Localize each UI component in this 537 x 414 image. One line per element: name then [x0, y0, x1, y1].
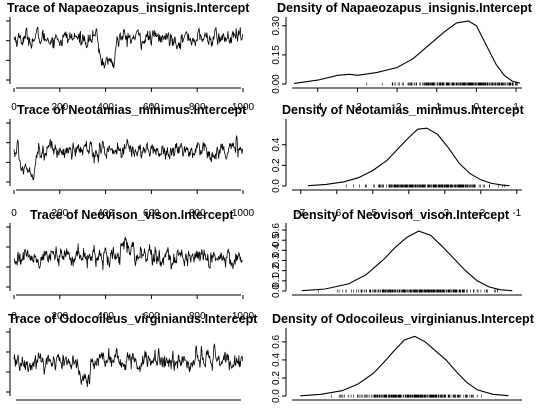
x-tick-label: 200 — [51, 208, 68, 219]
chart-panel: 0 200 400 600 800 1000 — [6, 223, 255, 322]
trace-series-line — [13, 26, 243, 69]
y-tick-label: 0.5 — [271, 233, 282, 247]
x-tick-label: 600 — [143, 311, 160, 322]
y-tick-label: 0.2 — [271, 158, 282, 172]
density-curve — [301, 230, 513, 292]
y-tick-label: 0.2 — [271, 263, 282, 277]
x-tick-label: 0 — [11, 208, 17, 219]
y-tick-label: 0.0 — [271, 389, 282, 403]
y-tick-label: 0.4 — [271, 243, 282, 257]
y-tick-label: 0.3 — [271, 253, 282, 267]
panel-title: Trace of Odocoileus_virginianus.Intercep… — [8, 312, 258, 326]
x-tick-label: -4 — [404, 208, 413, 219]
trace-series-line — [13, 343, 243, 388]
x-tick-label: -1 — [432, 102, 441, 113]
chart-panel: 0.0 0.2 0.4 0.6 — [271, 328, 522, 403]
y-tick-label: 0.0 — [271, 284, 282, 298]
x-tick-label: -3 — [440, 208, 449, 219]
panels-layer: 0 200 400 600 800 1000 -4 -3 -2 -1 0 10.000.150.300… — [6, 16, 522, 403]
y-tick-label: 0.30 — [271, 16, 282, 36]
trace-series-line — [13, 135, 243, 181]
chart-panel — [6, 328, 243, 401]
x-tick-label: 0 — [11, 311, 17, 322]
y-tick-label: 0.15 — [271, 45, 282, 65]
y-tick-label: 0.6 — [271, 334, 282, 348]
y-tick-label: 0.00 — [271, 74, 282, 94]
panel-title: Trace of Neotamias_minimus.Intercept — [17, 103, 247, 117]
x-tick-label: 1000 — [232, 102, 255, 113]
x-tick-label: 0 — [474, 102, 480, 113]
x-tick-label: -1 — [512, 208, 521, 219]
y-tick-label: 0.1 — [271, 273, 282, 287]
y-tick-label: 0.2 — [271, 371, 282, 385]
panel-title: Density of Neovison_vison.Intercept — [293, 208, 510, 222]
x-tick-label: 1000 — [232, 311, 255, 322]
panel-title: Trace of Napaeozapus_insignis.Intercept — [7, 1, 250, 15]
rug-marks — [366, 82, 518, 86]
y-tick-label: 0.4 — [271, 353, 282, 367]
x-tick-label: -6 — [332, 208, 341, 219]
panel-title: Trace of Neovison_vison.Intercept — [30, 208, 234, 222]
density-curve — [307, 127, 510, 187]
x-tick-label: 800 — [189, 311, 206, 322]
panel-title: Density of Neotamias_minimus.Intercept — [282, 103, 525, 117]
x-tick-label: 200 — [51, 311, 68, 322]
density-curve — [293, 20, 521, 84]
y-tick-label: 0.4 — [271, 137, 282, 151]
chart-panel: 0.00.10.20.30.40.50.6 — [271, 223, 522, 298]
x-tick-label: 800 — [189, 102, 206, 113]
x-tick-label: 400 — [97, 208, 114, 219]
rug-marks — [331, 394, 482, 398]
chart-panel: 0 200 400 600 800 1000 — [6, 17, 255, 113]
x-tick-label: 1 — [513, 102, 519, 113]
panel-title: Density of Odocoileus_virginianus.Interc… — [272, 312, 535, 326]
x-tick-label: -5 — [368, 208, 377, 219]
x-tick-label: -4 — [313, 102, 322, 113]
panel-title: Density of Napaeozapus_insignis.Intercep… — [277, 1, 533, 15]
trace-series-line — [13, 236, 243, 271]
rug-marks — [318, 289, 498, 293]
x-tick-label: 200 — [51, 102, 68, 113]
x-tick-label: -3 — [353, 102, 362, 113]
x-tick-label: 400 — [97, 311, 114, 322]
density-curve — [300, 335, 509, 397]
y-tick-label: 0.6 — [271, 223, 282, 237]
chart-panel: -7 -6 -5 -4 -3 -2 -1 0.0 0.2 0.4 — [271, 119, 522, 219]
x-tick-label: 1000 — [232, 208, 255, 219]
x-tick-label: 800 — [189, 208, 206, 219]
x-tick-label: -2 — [393, 102, 402, 113]
x-tick-label: 600 — [143, 102, 160, 113]
x-tick-label: 600 — [143, 208, 160, 219]
x-tick-label: -2 — [476, 208, 485, 219]
x-tick-label: 0 — [11, 102, 17, 113]
rug-marks — [345, 184, 505, 188]
x-tick-label: -7 — [296, 208, 305, 219]
chart-panel: -4 -3 -2 -1 0 1 0.00 0.15 0.30 — [271, 16, 522, 113]
y-tick-label: 0.0 — [271, 179, 282, 193]
x-tick-label: 400 — [97, 102, 114, 113]
chart-panel: 0 200 400 600 800 1000 — [6, 119, 255, 219]
